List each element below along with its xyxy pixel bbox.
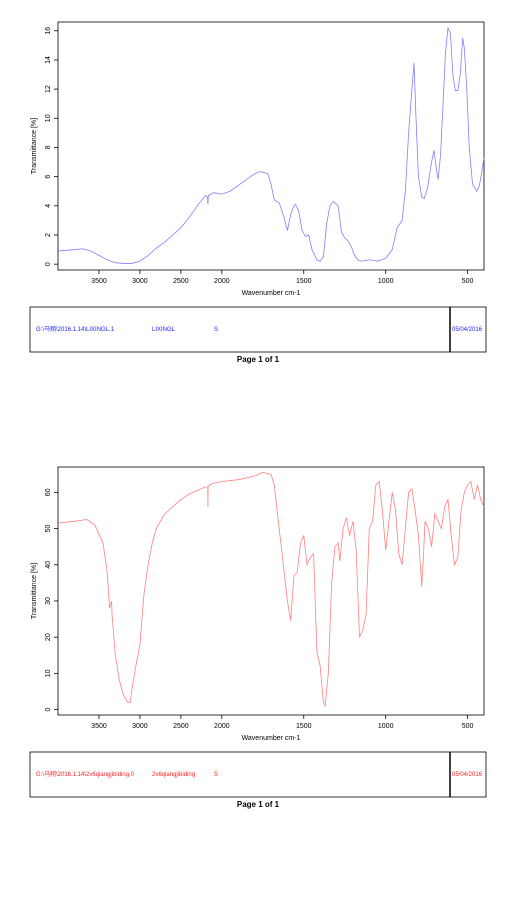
info-code: S [214,327,218,333]
x-tick-label: 500 [462,278,474,285]
x-tick-label: 2500 [173,723,189,730]
y-tick-label: 16 [45,27,52,35]
plot-frame [57,21,485,271]
y-tick-label: 14 [45,56,52,64]
x-tick-label: 1500 [296,278,312,285]
y-tick-label: 6 [45,175,52,179]
y-tick-label: 40 [45,561,52,569]
y-tick-label: 2 [45,233,52,237]
info-date: 05/04/2016 [452,772,483,778]
y-tick-label: 20 [45,633,52,641]
x-tick-label: 3000 [132,278,148,285]
x-axis-label: Wavenumber cm-1 [242,735,301,742]
x-tick-label: 1000 [378,278,394,285]
y-tick-label: 10 [45,669,52,677]
info-box [29,306,487,353]
y-tick-label: 0 [45,708,52,712]
info-file: G:\马翔\2016.1.14\LIXINGL.1 [36,325,115,333]
info-sample: 2v6qiangjibiding [152,772,195,778]
x-tick-label: 3000 [132,723,148,730]
y-tick-label: 0 [45,262,52,266]
plot-frame [57,466,485,716]
x-tick-label: 3500 [91,723,107,730]
y-tick-label: 8 [45,145,52,149]
info-file: G:\马翔\2016.1.14\2v6qiangjibiding.0 [36,770,135,778]
info-code: S [214,772,218,778]
y-tick-label: 30 [45,597,52,605]
chart: 0 10 20 30 40 50 60 3500 3000 2500 2000 1500 1000 500… [29,466,487,809]
y-tick-label: 60 [45,488,52,496]
x-tick-label: 2500 [173,278,189,285]
y-axis-label: Transmittance [%] [31,118,38,174]
page-label: Page 1 of 1 [237,800,280,809]
info-date: 05/04/2016 [452,327,483,333]
chart: 0 2 4 6 8 10 12 14 16 3500 3000 2500 2000 1500 1000 500… [29,21,487,364]
x-tick-label: 1000 [378,723,394,730]
y-tick-label: 12 [45,85,52,93]
info-box [29,751,487,798]
y-tick-label: 50 [45,525,52,533]
x-tick-label: 1500 [296,723,312,730]
page-label: Page 1 of 1 [237,355,280,364]
info-sample: LIXINGL [152,327,176,333]
x-axis-label: Wavenumber cm-1 [242,290,301,297]
x-tick-label: 500 [462,723,474,730]
y-tick-label: 10 [45,114,52,122]
x-tick-label: 2000 [214,723,230,730]
x-tick-label: 2000 [214,278,230,285]
y-axis-label: Transmittance [%] [31,563,38,619]
spectrum-line [57,27,485,264]
y-tick-label: 4 [45,204,52,208]
x-tick-label: 3500 [91,278,107,285]
spectrum-line [57,472,485,708]
